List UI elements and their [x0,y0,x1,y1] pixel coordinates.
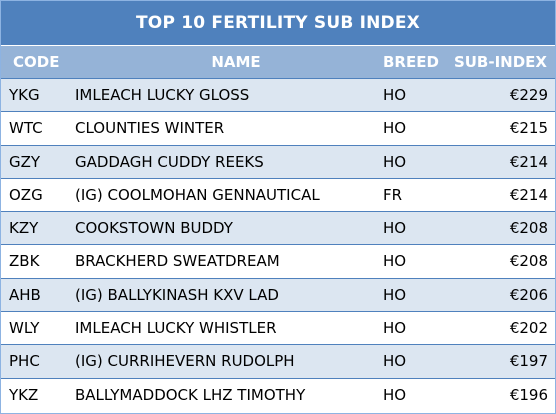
table-row: OZG (IG) COOLMOHAN GENNAUTICAL FR €214 [1,177,555,212]
cell-code: OZG [9,185,43,204]
cell-name: (IG) COOLMOHAN GENNAUTICAL [75,185,320,204]
cell-sub-index: €215 [509,119,548,138]
table-row: WLY IMLEACH LUCKY WHISTLER HO €202 [1,311,555,345]
cell-name: CLOUNTIES WINTER [75,119,225,138]
cell-name: GADDAGH CUDDY REEKS [75,152,264,171]
table-row: PHC (IG) CURRIHEVERN RUDOLPH HO €197 [1,344,555,378]
cell-code: AHB [9,285,41,304]
cell-breed: HO [383,285,407,304]
header-code: CODE [13,53,60,71]
table-row: GZY GADDAGH CUDDY REEKS HO €214 [1,144,555,178]
cell-name: (IG) CURRIHEVERN RUDOLPH [75,352,295,371]
cell-breed: HO [383,219,407,238]
cell-name: COOKSTOWN BUDDY [75,219,233,238]
table-row: KZY COOKSTOWN BUDDY HO €208 [1,211,555,245]
table-row: ZBK BRACKHERD SWEATDREAM HO €208 [1,244,555,278]
cell-code: PHC [9,352,40,371]
table-title: TOP 10 FERTILITY SUB INDEX [1,1,555,45]
cell-breed: HO [383,152,407,171]
header-sub-index: SUB-INDEX [453,53,547,71]
cell-breed: HO [383,352,407,371]
cell-sub-index: €214 [509,185,548,204]
table-row: WTC CLOUNTIES WINTER HO €215 [1,111,555,145]
cell-breed: HO [383,86,407,104]
cell-sub-index: €208 [509,252,548,271]
cell-name: (IG) BALLYKINASH KXV LAD [75,285,279,304]
table-body: YKG IMLEACH LUCKY GLOSS HO €229 WTC CLOU… [1,78,555,411]
cell-sub-index: €229 [509,86,548,104]
table-header: CODE NAME BREED SUB-INDEX [1,45,555,78]
cell-code: ZBK [9,252,40,271]
cell-code: GZY [9,152,41,171]
cell-breed: HO [383,319,407,338]
cell-code: KZY [9,219,39,238]
cell-breed: HO [383,252,407,271]
cell-sub-index: €214 [509,152,548,171]
cell-code: YKG [9,86,40,104]
cell-code: YKZ [9,385,39,404]
table-row: YKZ BALLYMADDOCK LHZ TIMOTHY HO €196 [1,377,555,411]
cell-sub-index: €202 [509,319,548,338]
cell-sub-index: €208 [509,219,548,238]
cell-sub-index: €196 [509,385,548,404]
table-row: YKG IMLEACH LUCKY GLOSS HO €229 [1,78,555,112]
cell-sub-index: €206 [509,285,548,304]
cell-breed: HO [383,385,407,404]
cell-name: IMLEACH LUCKY GLOSS [75,86,250,104]
cell-name: IMLEACH LUCKY WHISTLER [75,319,277,338]
cell-breed: FR [383,185,403,204]
cell-code: WTC [9,119,43,138]
cell-code: WLY [9,319,40,338]
header-name: NAME [211,53,261,71]
cell-name: BALLYMADDOCK LHZ TIMOTHY [75,385,306,404]
header-breed: BREED [383,53,439,71]
cell-name: BRACKHERD SWEATDREAM [75,252,280,271]
table-row: AHB (IG) BALLYKINASH KXV LAD HO €206 [1,277,555,312]
cell-breed: HO [383,119,407,138]
cell-sub-index: €197 [509,352,548,371]
